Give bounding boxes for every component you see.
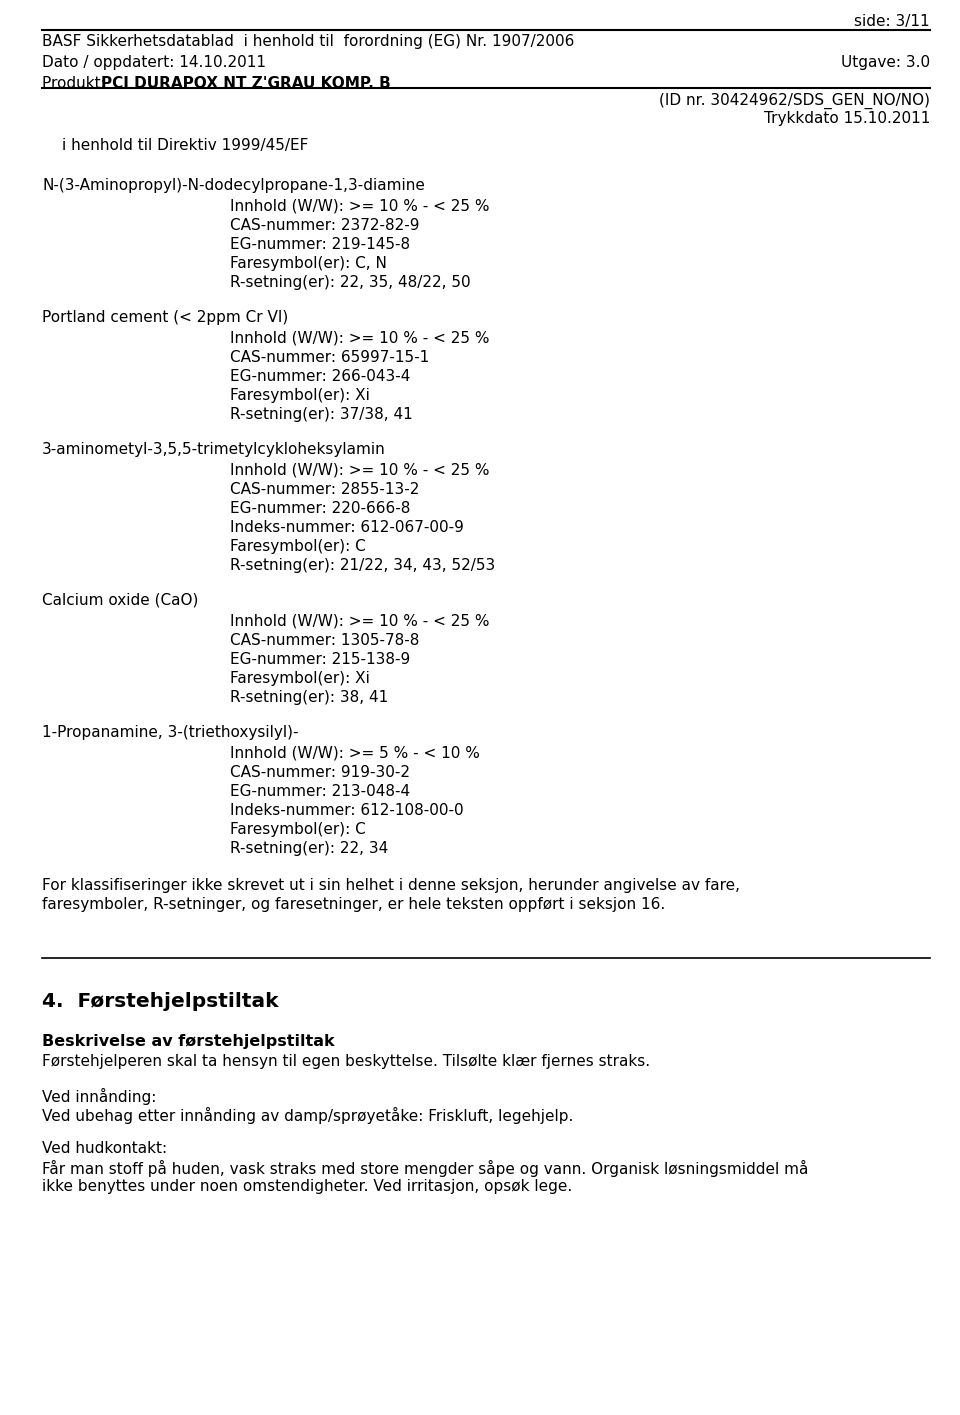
Text: EG-nummer: 220-666-8: EG-nummer: 220-666-8 — [230, 501, 410, 516]
Text: EG-nummer: 219-145-8: EG-nummer: 219-145-8 — [230, 236, 410, 252]
Text: R-setning(er): 22, 35, 48/22, 50: R-setning(er): 22, 35, 48/22, 50 — [230, 275, 470, 290]
Text: Innhold (W/W): >= 5 % - < 10 %: Innhold (W/W): >= 5 % - < 10 % — [230, 746, 480, 761]
Text: CAS-nummer: 919-30-2: CAS-nummer: 919-30-2 — [230, 766, 410, 780]
Text: N-(3-Aminopropyl)-N-dodecylpropane-1,3-diamine: N-(3-Aminopropyl)-N-dodecylpropane-1,3-d… — [42, 178, 425, 192]
Text: i henhold til Direktiv 1999/45/EF: i henhold til Direktiv 1999/45/EF — [62, 137, 308, 153]
Text: R-setning(er): 37/38, 41: R-setning(er): 37/38, 41 — [230, 406, 413, 422]
Text: ikke benyttes under noen omstendigheter. Ved irritasjon, opsøk lege.: ikke benyttes under noen omstendigheter.… — [42, 1179, 572, 1194]
Text: Beskrivelse av førstehjelpstiltak: Beskrivelse av førstehjelpstiltak — [42, 1034, 335, 1049]
Text: Ved innånding:: Ved innånding: — [42, 1088, 156, 1105]
Text: R-setning(er): 22, 34: R-setning(er): 22, 34 — [230, 841, 388, 856]
Text: Faresymbol(er): Xi: Faresymbol(er): Xi — [230, 388, 370, 403]
Text: For klassifiseringer ikke skrevet ut i sin helhet i denne seksjon, herunder angi: For klassifiseringer ikke skrevet ut i s… — [42, 877, 740, 893]
Text: side: 3/11: side: 3/11 — [854, 14, 930, 28]
Text: PCI DURAPOX NT Z'GRAU KOMP. B: PCI DURAPOX NT Z'GRAU KOMP. B — [102, 76, 391, 91]
Text: CAS-nummer: 2855-13-2: CAS-nummer: 2855-13-2 — [230, 481, 420, 497]
Text: 1-Propanamine, 3-(triethoxysilyl)-: 1-Propanamine, 3-(triethoxysilyl)- — [42, 724, 299, 740]
Text: Dato / oppdatert: 14.10.2011: Dato / oppdatert: 14.10.2011 — [42, 55, 266, 71]
Text: Faresymbol(er): Xi: Faresymbol(er): Xi — [230, 671, 370, 686]
Text: Faresymbol(er): C, N: Faresymbol(er): C, N — [230, 256, 387, 270]
Text: Innhold (W/W): >= 10 % - < 25 %: Innhold (W/W): >= 10 % - < 25 % — [230, 331, 490, 345]
Text: R-setning(er): 38, 41: R-setning(er): 38, 41 — [230, 691, 388, 705]
Text: Ved hudkontakt:: Ved hudkontakt: — [42, 1140, 167, 1156]
Text: Faresymbol(er): C: Faresymbol(er): C — [230, 539, 366, 553]
Text: EG-nummer: 213-048-4: EG-nummer: 213-048-4 — [230, 784, 410, 799]
Text: Indeks-nummer: 612-108-00-0: Indeks-nummer: 612-108-00-0 — [230, 802, 464, 818]
Text: Utgave: 3.0: Utgave: 3.0 — [841, 55, 930, 71]
Text: EG-nummer: 266-043-4: EG-nummer: 266-043-4 — [230, 369, 410, 383]
Text: BASF Sikkerhetsdatablad  i henhold til  forordning (EG) Nr. 1907/2006: BASF Sikkerhetsdatablad i henhold til fo… — [42, 34, 574, 50]
Text: CAS-nummer: 65997-15-1: CAS-nummer: 65997-15-1 — [230, 350, 429, 365]
Text: (ID nr. 30424962/SDS_GEN_NO/NO): (ID nr. 30424962/SDS_GEN_NO/NO) — [659, 92, 930, 109]
Text: Portland cement (< 2ppm Cr VI): Portland cement (< 2ppm Cr VI) — [42, 310, 288, 325]
Text: Trykkdato 15.10.2011: Trykkdato 15.10.2011 — [763, 112, 930, 126]
Text: Innhold (W/W): >= 10 % - < 25 %: Innhold (W/W): >= 10 % - < 25 % — [230, 198, 490, 214]
Text: Førstehjelperen skal ta hensyn til egen beskyttelse. Tilsølte klær fjernes strak: Førstehjelperen skal ta hensyn til egen … — [42, 1054, 650, 1068]
Text: 3-aminometyl-3,5,5-trimetylcykloheksylamin: 3-aminometyl-3,5,5-trimetylcykloheksylam… — [42, 441, 386, 457]
Text: CAS-nummer: 1305-78-8: CAS-nummer: 1305-78-8 — [230, 633, 420, 648]
Text: R-setning(er): 21/22, 34, 43, 52/53: R-setning(er): 21/22, 34, 43, 52/53 — [230, 558, 495, 573]
Text: Produkt:: Produkt: — [42, 76, 110, 91]
Text: Indeks-nummer: 612-067-00-9: Indeks-nummer: 612-067-00-9 — [230, 519, 464, 535]
Text: 4.  Førstehjelpstiltak: 4. Førstehjelpstiltak — [42, 992, 278, 1010]
Text: faresymboler, R-setninger, og faresetninger, er hele teksten oppført i seksjon 1: faresymboler, R-setninger, og faresetnin… — [42, 897, 665, 911]
Text: Får man stoff på huden, vask straks med store mengder såpe og vann. Organisk løs: Får man stoff på huden, vask straks med … — [42, 1160, 808, 1177]
Text: Ved ubehag etter innånding av damp/sprøyetåke: Friskluft, legehjelp.: Ved ubehag etter innånding av damp/sprøy… — [42, 1107, 573, 1124]
Text: CAS-nummer: 2372-82-9: CAS-nummer: 2372-82-9 — [230, 218, 420, 232]
Text: Innhold (W/W): >= 10 % - < 25 %: Innhold (W/W): >= 10 % - < 25 % — [230, 614, 490, 628]
Text: Calcium oxide (CaO): Calcium oxide (CaO) — [42, 593, 199, 608]
Text: EG-nummer: 215-138-9: EG-nummer: 215-138-9 — [230, 652, 410, 666]
Text: Innhold (W/W): >= 10 % - < 25 %: Innhold (W/W): >= 10 % - < 25 % — [230, 463, 490, 478]
Text: Faresymbol(er): C: Faresymbol(er): C — [230, 822, 366, 836]
